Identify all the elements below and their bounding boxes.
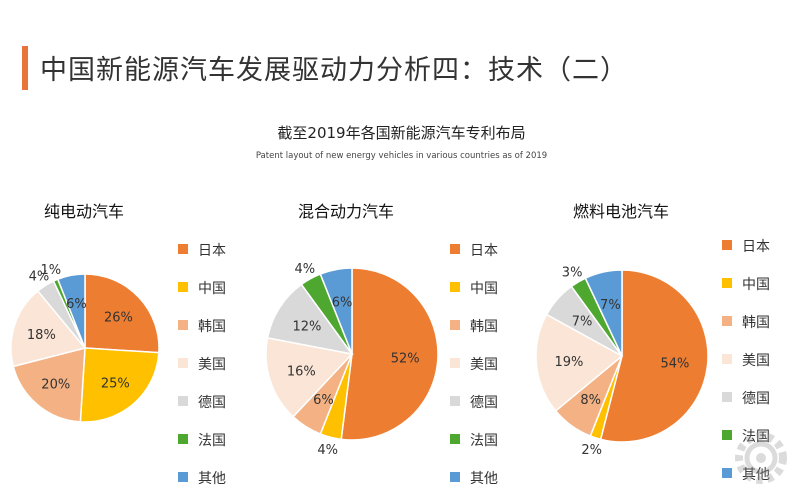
pie-label-bev-2: 20% (41, 377, 70, 392)
pie-slice-fuelcell-0 (599, 269, 709, 443)
legend-swatch (722, 468, 732, 478)
pie-label-bev-6: 6% (66, 297, 87, 312)
pie-chart-hybrid: 52% 4% 6% 16% 12% 4% 6% (265, 262, 439, 458)
legend-swatch (178, 396, 188, 406)
pie-label-fuelcell-5: 3% (562, 266, 583, 281)
legend-swatch (722, 240, 732, 250)
legend-swatch (178, 320, 188, 330)
pie-chart-bev: 26% 25% 20% 18% 4%1% 6% (10, 263, 160, 423)
legend-swatch (178, 472, 188, 482)
pie-slice-bev-0 (84, 273, 160, 354)
pie-label-fuelcell-3: 19% (554, 355, 583, 370)
pie-slice-hybrid-4 (266, 283, 354, 356)
pie-label-hybrid-2: 6% (313, 393, 334, 408)
legend-swatch (178, 358, 188, 368)
legend-swatch (722, 392, 732, 402)
legend-label: 德国 (470, 395, 498, 411)
pie-slice-bev-2 (12, 347, 86, 423)
title-accent-bar (22, 46, 28, 90)
legend-label: 韩国 (198, 319, 226, 335)
legend-label: 法国 (470, 433, 498, 449)
page-title: 中国新能源汽车发展驱动力分析四：技术（二） (40, 55, 628, 86)
pie-label-bev-5: 1% (41, 263, 62, 278)
legend-swatch (178, 244, 188, 254)
pie-label-bev-4: 4% (29, 269, 50, 284)
legend-label: 中国 (198, 281, 226, 297)
legend-label: 美国 (198, 357, 226, 373)
gear-watermark-icon (735, 432, 787, 484)
legend-swatch (450, 434, 460, 444)
legend-label: 韩国 (742, 315, 770, 331)
pie-label-fuelcell-4: 7% (572, 315, 593, 330)
legend-swatch (450, 358, 460, 368)
pie-title-hybrid: 混合动力汽车 (298, 202, 395, 221)
legend-swatch (450, 472, 460, 482)
pie-label-bev-3: 18% (27, 328, 56, 343)
legend-swatch (450, 282, 460, 292)
legend-label: 其他 (198, 471, 226, 487)
pie-chart-fuelcell: 54% 2% 8% 19% 7% 3% 7% (535, 266, 709, 458)
legend-label: 德国 (198, 395, 226, 411)
legend-label: 法国 (198, 433, 226, 449)
pie-label-bev-1: 25% (101, 376, 130, 391)
legend-swatch (722, 354, 732, 364)
legend-label: 其他 (742, 467, 770, 483)
legend-label: 日本 (470, 243, 498, 259)
legend-label: 日本 (742, 239, 770, 255)
pie-slice-fuelcell-6 (584, 269, 623, 357)
legend-label: 美国 (470, 357, 498, 373)
legend-label: 法国 (742, 429, 770, 445)
pie-label-fuelcell-0: 54% (660, 357, 689, 372)
chart-subtitle: Patent layout of new energy vehicles in … (255, 151, 548, 161)
pie-label-fuelcell-1: 2% (581, 443, 602, 458)
pie-label-hybrid-5: 4% (294, 262, 315, 277)
pie-title-fuelcell: 燃料电池汽车 (573, 202, 670, 221)
pie-label-hybrid-4: 12% (293, 319, 322, 334)
pie-slice-bev-3 (10, 289, 87, 368)
legend-swatch (450, 396, 460, 406)
pie-slice-fuelcell-3 (535, 313, 624, 412)
legend-swatch (722, 430, 732, 440)
pie-label-bev-0: 26% (104, 311, 133, 326)
legend-label: 中国 (742, 277, 770, 293)
pie-label-hybrid-6: 6% (332, 296, 353, 311)
pie-title-bev: 纯电动汽车 (44, 202, 125, 221)
chart-title: 截至2019年各国新能源汽车专利布局 (277, 124, 526, 142)
legend-label: 中国 (470, 281, 498, 297)
legend-swatch (450, 320, 460, 330)
legend-swatch (450, 244, 460, 254)
pie-slice-bev-6 (56, 273, 86, 349)
legend-swatch (722, 278, 732, 288)
legend-label: 美国 (742, 353, 770, 369)
pie-slice-bev-1 (79, 347, 160, 423)
pie-slice-hybrid-0 (340, 267, 439, 441)
legend-label: 德国 (742, 391, 770, 407)
pie-slice-hybrid-6 (319, 267, 353, 355)
pie-label-fuelcell-2: 8% (580, 393, 601, 408)
pie-label-hybrid-1: 4% (317, 443, 338, 458)
pie-label-hybrid-0: 52% (391, 351, 420, 366)
legend-label: 其他 (470, 471, 498, 487)
legend-swatch (722, 316, 732, 326)
legend-label: 韩国 (470, 319, 498, 335)
legend-label: 日本 (198, 243, 226, 259)
legend-swatch (178, 282, 188, 292)
pie-label-fuelcell-6: 7% (600, 298, 621, 313)
pie-slice-hybrid-3 (265, 337, 354, 418)
pie-label-hybrid-3: 16% (287, 364, 316, 379)
legend-swatch (178, 434, 188, 444)
